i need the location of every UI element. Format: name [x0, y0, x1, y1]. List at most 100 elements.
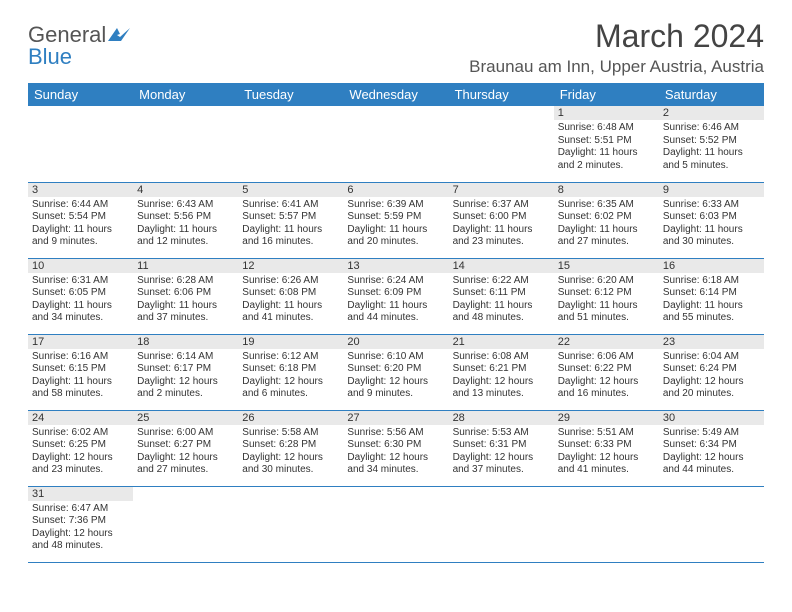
daylight-text: Daylight: 11 hours and 44 minutes.: [347, 300, 444, 325]
day-number: 16: [659, 259, 764, 273]
sunrise-text: Sunrise: 5:51 AM: [558, 427, 655, 440]
day-details: Sunrise: 6:46 AMSunset: 5:52 PMDaylight:…: [659, 120, 764, 174]
calendar-row: 24Sunrise: 6:02 AMSunset: 6:25 PMDayligh…: [28, 410, 764, 486]
sunset-text: Sunset: 6:34 PM: [663, 439, 760, 452]
day-number: 7: [449, 183, 554, 197]
weekday-header: Friday: [554, 83, 659, 106]
day-details: Sunrise: 6:24 AMSunset: 6:09 PMDaylight:…: [343, 273, 448, 327]
day-details: Sunrise: 6:43 AMSunset: 5:56 PMDaylight:…: [133, 197, 238, 251]
daylight-text: Daylight: 11 hours and 2 minutes.: [558, 147, 655, 172]
daylight-text: Daylight: 11 hours and 34 minutes.: [32, 300, 129, 325]
calendar-cell: 1Sunrise: 6:48 AMSunset: 5:51 PMDaylight…: [554, 106, 659, 182]
calendar-cell: 21Sunrise: 6:08 AMSunset: 6:21 PMDayligh…: [449, 334, 554, 410]
calendar-cell: 20Sunrise: 6:10 AMSunset: 6:20 PMDayligh…: [343, 334, 448, 410]
calendar-cell: 7Sunrise: 6:37 AMSunset: 6:00 PMDaylight…: [449, 182, 554, 258]
sunset-text: Sunset: 6:22 PM: [558, 363, 655, 376]
calendar-row: 1Sunrise: 6:48 AMSunset: 5:51 PMDaylight…: [28, 106, 764, 182]
sunset-text: Sunset: 5:54 PM: [32, 211, 129, 224]
sunrise-text: Sunrise: 5:58 AM: [242, 427, 339, 440]
day-number: 12: [238, 259, 343, 273]
calendar-cell: 31Sunrise: 6:47 AMSunset: 7:36 PMDayligh…: [28, 486, 133, 562]
day-number: 6: [343, 183, 448, 197]
daylight-text: Daylight: 11 hours and 30 minutes.: [663, 224, 760, 249]
daylight-text: Daylight: 11 hours and 5 minutes.: [663, 147, 760, 172]
header: General Blue March 2024 Braunau am Inn, …: [28, 18, 764, 77]
sunrise-text: Sunrise: 6:35 AM: [558, 199, 655, 212]
day-details: Sunrise: 6:02 AMSunset: 6:25 PMDaylight:…: [28, 425, 133, 479]
day-details: Sunrise: 5:53 AMSunset: 6:31 PMDaylight:…: [449, 425, 554, 479]
sunset-text: Sunset: 6:28 PM: [242, 439, 339, 452]
calendar-cell: [343, 106, 448, 182]
day-number: 2: [659, 106, 764, 120]
sunset-text: Sunset: 6:25 PM: [32, 439, 129, 452]
sunrise-text: Sunrise: 6:16 AM: [32, 351, 129, 364]
daylight-text: Daylight: 11 hours and 58 minutes.: [32, 376, 129, 401]
sunset-text: Sunset: 5:59 PM: [347, 211, 444, 224]
calendar-cell: 26Sunrise: 5:58 AMSunset: 6:28 PMDayligh…: [238, 410, 343, 486]
sunrise-text: Sunrise: 6:08 AM: [453, 351, 550, 364]
page-title: March 2024: [469, 18, 764, 55]
daylight-text: Daylight: 11 hours and 48 minutes.: [453, 300, 550, 325]
daylight-text: Daylight: 12 hours and 34 minutes.: [347, 452, 444, 477]
sunset-text: Sunset: 5:57 PM: [242, 211, 339, 224]
calendar-cell: [659, 486, 764, 562]
day-number: 31: [28, 487, 133, 501]
calendar-cell: 8Sunrise: 6:35 AMSunset: 6:02 PMDaylight…: [554, 182, 659, 258]
sunset-text: Sunset: 6:03 PM: [663, 211, 760, 224]
calendar-cell: 15Sunrise: 6:20 AMSunset: 6:12 PMDayligh…: [554, 258, 659, 334]
weekday-header-row: Sunday Monday Tuesday Wednesday Thursday…: [28, 83, 764, 106]
calendar-cell: [133, 486, 238, 562]
sunset-text: Sunset: 6:18 PM: [242, 363, 339, 376]
calendar-cell: [133, 106, 238, 182]
day-details: Sunrise: 6:44 AMSunset: 5:54 PMDaylight:…: [28, 197, 133, 251]
calendar-row: 10Sunrise: 6:31 AMSunset: 6:05 PMDayligh…: [28, 258, 764, 334]
sunrise-text: Sunrise: 6:10 AM: [347, 351, 444, 364]
day-details: Sunrise: 6:16 AMSunset: 6:15 PMDaylight:…: [28, 349, 133, 403]
brand-name-part2: Blue: [28, 44, 72, 69]
day-number: 10: [28, 259, 133, 273]
sunrise-text: Sunrise: 6:22 AM: [453, 275, 550, 288]
daylight-text: Daylight: 12 hours and 6 minutes.: [242, 376, 339, 401]
calendar-cell: [449, 106, 554, 182]
day-number: 3: [28, 183, 133, 197]
calendar-row: 31Sunrise: 6:47 AMSunset: 7:36 PMDayligh…: [28, 486, 764, 562]
day-details: Sunrise: 6:18 AMSunset: 6:14 PMDaylight:…: [659, 273, 764, 327]
calendar-cell: 28Sunrise: 5:53 AMSunset: 6:31 PMDayligh…: [449, 410, 554, 486]
calendar-cell: 11Sunrise: 6:28 AMSunset: 6:06 PMDayligh…: [133, 258, 238, 334]
day-number: 26: [238, 411, 343, 425]
calendar-cell: [238, 106, 343, 182]
sunrise-text: Sunrise: 6:46 AM: [663, 122, 760, 135]
sunrise-text: Sunrise: 6:33 AM: [663, 199, 760, 212]
calendar-cell: 19Sunrise: 6:12 AMSunset: 6:18 PMDayligh…: [238, 334, 343, 410]
daylight-text: Daylight: 11 hours and 9 minutes.: [32, 224, 129, 249]
day-details: Sunrise: 6:10 AMSunset: 6:20 PMDaylight:…: [343, 349, 448, 403]
sunset-text: Sunset: 5:51 PM: [558, 135, 655, 148]
sunrise-text: Sunrise: 6:31 AM: [32, 275, 129, 288]
sunset-text: Sunset: 7:36 PM: [32, 515, 129, 528]
daylight-text: Daylight: 12 hours and 23 minutes.: [32, 452, 129, 477]
calendar-table: Sunday Monday Tuesday Wednesday Thursday…: [28, 83, 764, 563]
daylight-text: Daylight: 11 hours and 12 minutes.: [137, 224, 234, 249]
brand-name: General Blue: [28, 24, 130, 68]
weekday-header: Tuesday: [238, 83, 343, 106]
calendar-cell: 30Sunrise: 5:49 AMSunset: 6:34 PMDayligh…: [659, 410, 764, 486]
day-number: 29: [554, 411, 659, 425]
calendar-cell: [554, 486, 659, 562]
sunrise-text: Sunrise: 6:20 AM: [558, 275, 655, 288]
sunrise-text: Sunrise: 6:04 AM: [663, 351, 760, 364]
sunset-text: Sunset: 6:06 PM: [137, 287, 234, 300]
day-number: 18: [133, 335, 238, 349]
sunset-text: Sunset: 6:31 PM: [453, 439, 550, 452]
day-details: Sunrise: 6:20 AMSunset: 6:12 PMDaylight:…: [554, 273, 659, 327]
weekday-header: Monday: [133, 83, 238, 106]
day-number: 13: [343, 259, 448, 273]
brand-logo: General Blue: [28, 18, 130, 68]
sunset-text: Sunset: 6:21 PM: [453, 363, 550, 376]
calendar-cell: 14Sunrise: 6:22 AMSunset: 6:11 PMDayligh…: [449, 258, 554, 334]
calendar-cell: 18Sunrise: 6:14 AMSunset: 6:17 PMDayligh…: [133, 334, 238, 410]
sunset-text: Sunset: 6:15 PM: [32, 363, 129, 376]
day-details: Sunrise: 6:00 AMSunset: 6:27 PMDaylight:…: [133, 425, 238, 479]
calendar-cell: [28, 106, 133, 182]
day-number: 22: [554, 335, 659, 349]
sunset-text: Sunset: 5:52 PM: [663, 135, 760, 148]
